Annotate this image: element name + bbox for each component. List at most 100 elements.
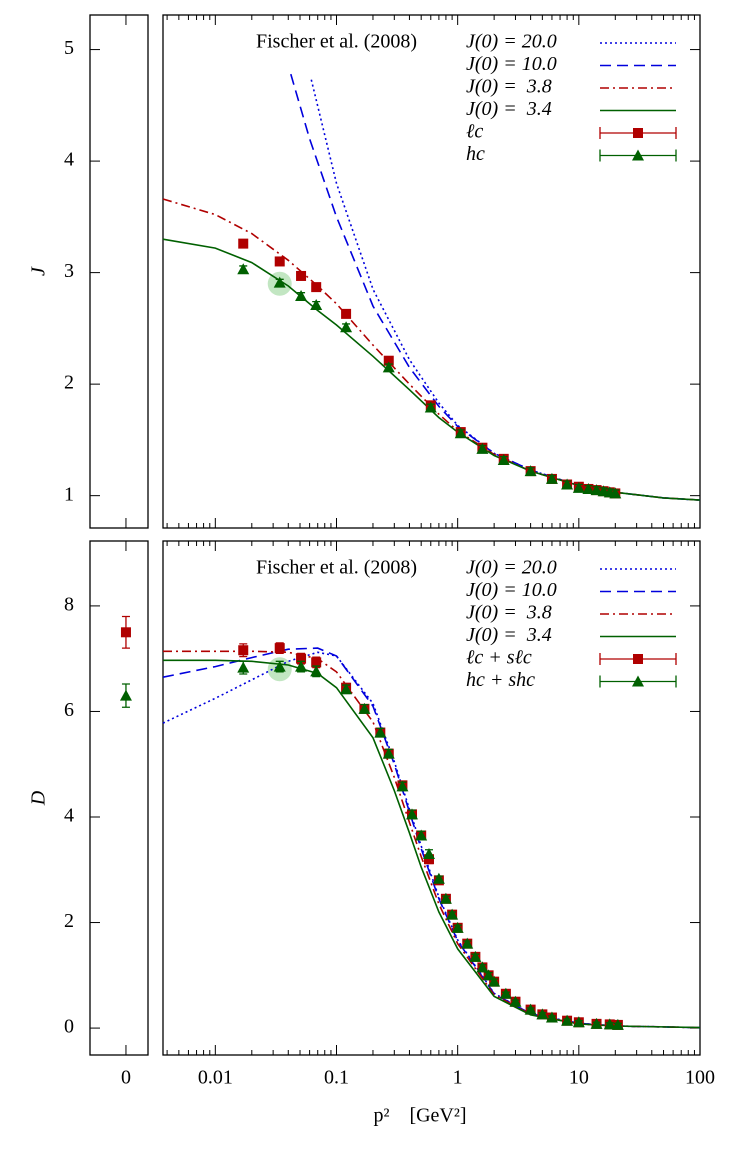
marker: [383, 355, 394, 366]
marker: [451, 921, 464, 933]
marker: [482, 969, 495, 981]
legend-label: hc + shc: [466, 669, 535, 691]
marker: [120, 627, 131, 638]
curve: [163, 659, 701, 1029]
marker: [524, 1003, 537, 1015]
plot-frame: [162, 14, 701, 529]
curve: [162, 651, 701, 1029]
marker: [296, 270, 307, 281]
marker: [295, 660, 308, 672]
legend-marker: [633, 128, 643, 138]
marker: [311, 657, 322, 668]
marker: [238, 238, 249, 249]
marker: [509, 995, 522, 1007]
marker: [382, 361, 395, 373]
marker: [469, 950, 482, 962]
marker: [382, 747, 395, 759]
marker: [310, 665, 323, 677]
x-tick-label: 10: [569, 1067, 589, 1089]
marker: [358, 702, 371, 714]
marker: [341, 308, 352, 319]
x-axis-label: p² [GeV²]: [373, 1105, 466, 1127]
y-tick-label: 5: [64, 37, 74, 59]
legend-label: J(0) = 3.4: [466, 624, 552, 646]
marker: [476, 961, 489, 973]
zero-frame: [89, 14, 149, 529]
legend-label: ℓc: [466, 121, 483, 143]
zero-frame: [89, 540, 149, 1056]
marker: [454, 427, 467, 439]
y-tick-label: 8: [64, 594, 74, 616]
legend-label: J(0) = 3.8: [466, 602, 552, 624]
legend-title: Fischer et al. (2008): [256, 557, 417, 579]
marker: [545, 1011, 558, 1023]
marker: [238, 645, 249, 656]
marker: [439, 892, 452, 904]
marker: [374, 726, 387, 738]
curve: [162, 238, 701, 501]
y-axis-label: D: [28, 790, 50, 806]
legend-label: J(0) = 3.8: [466, 76, 552, 98]
marker: [499, 987, 512, 999]
legend-title: Fischer et al. (2008): [256, 31, 417, 53]
marker: [311, 282, 322, 293]
marker: [273, 276, 286, 288]
marker: [446, 908, 459, 920]
legend-label: J(0) = 20.0: [466, 31, 557, 53]
marker: [424, 401, 437, 413]
marker: [590, 1017, 603, 1029]
marker: [497, 453, 510, 465]
y-tick-label: 0: [64, 1016, 74, 1038]
marker: [274, 643, 285, 654]
x-tick-label: 0.01: [198, 1067, 233, 1089]
legend-label: hc: [466, 143, 485, 165]
marker: [609, 487, 622, 499]
marker: [396, 780, 409, 792]
marker: [423, 854, 434, 865]
marker: [603, 1018, 616, 1030]
x-tick-label: 0: [121, 1067, 131, 1089]
legend-label: J(0) = 10.0: [466, 579, 557, 601]
curve: [162, 647, 701, 1029]
y-axis-label: J: [28, 266, 50, 276]
legend-label: J(0) = 10.0: [466, 53, 557, 75]
curve: [310, 79, 701, 501]
marker: [432, 872, 445, 884]
y-tick-label: 4: [64, 805, 74, 827]
legend-marker: [632, 149, 644, 161]
marker: [561, 1014, 574, 1026]
marker: [237, 263, 250, 275]
marker: [422, 847, 435, 859]
marker: [476, 442, 489, 454]
curve: [163, 650, 701, 1029]
marker: [524, 465, 537, 477]
marker: [536, 1008, 549, 1020]
legend-marker: [633, 654, 643, 664]
legend-label: ℓc + sℓc: [466, 647, 532, 669]
marker: [295, 290, 308, 302]
marker: [488, 975, 501, 987]
y-tick-label: 4: [64, 149, 74, 171]
marker: [340, 321, 353, 333]
marker: [582, 482, 595, 494]
marker: [590, 484, 603, 496]
marker: [296, 653, 307, 664]
legend-label: J(0) = 3.4: [466, 98, 552, 120]
plot-frame: [162, 540, 701, 1056]
y-tick-label: 3: [64, 260, 74, 282]
marker: [274, 256, 285, 267]
marker: [237, 661, 250, 673]
x-tick-label: 0.1: [324, 1067, 349, 1089]
marker: [415, 829, 428, 841]
y-tick-label: 6: [64, 699, 74, 721]
y-tick-label: 1: [64, 483, 74, 505]
marker: [340, 683, 353, 695]
marker: [572, 1016, 585, 1028]
legend-marker: [632, 675, 644, 687]
marker: [406, 808, 419, 820]
legend-label: J(0) = 20.0: [466, 557, 557, 579]
marker: [273, 660, 286, 672]
marker: [119, 689, 132, 701]
